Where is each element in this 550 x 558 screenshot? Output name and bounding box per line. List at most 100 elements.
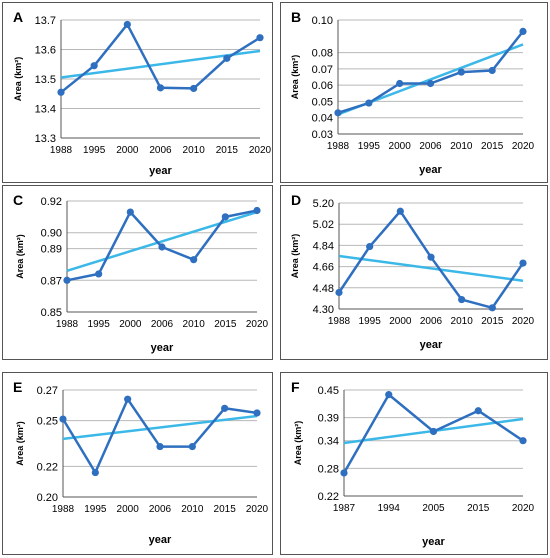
y-tick-label: 5.02 <box>313 219 334 231</box>
x-tick-label: 2000 <box>119 319 142 330</box>
panel-label: D <box>291 192 301 208</box>
y-tick-label: 13.7 <box>35 15 56 27</box>
panel-label: C <box>13 192 23 208</box>
data-point <box>57 88 65 96</box>
x-tick-label: 2000 <box>116 145 139 156</box>
y-axis-title: Area (km²) <box>293 421 303 466</box>
y-tick-label: 0.92 <box>41 196 62 208</box>
y-tick-label: 4.30 <box>313 304 334 316</box>
x-tick-label: 1988 <box>327 141 350 152</box>
data-point <box>190 84 198 93</box>
x-tick-label: 2005 <box>422 503 445 514</box>
data-point <box>366 242 374 251</box>
chart-panel-a: 13.3 13.4 13.5 13.6 13.7 1988 1995 2000 2006 2010… <box>2 2 273 183</box>
data-point <box>256 34 264 42</box>
chart-f: 0.22 0.28 0.34 0.39 0.45 1987 1994 2005 2015 2020… <box>291 379 535 548</box>
chart-panel-d: 4.30 4.48 4.66 4.84 5.02 5.20 1988 1995 2000 2006… <box>280 185 548 360</box>
x-tick-label: 2020 <box>246 504 269 515</box>
x-tick-label: 2020 <box>512 316 535 327</box>
x-tick-label: 2006 <box>149 504 172 515</box>
y-tick-label: 4.84 <box>313 240 334 252</box>
x-tick-label: 1995 <box>359 316 382 327</box>
x-tick-label: 2006 <box>149 145 172 156</box>
x-tick-label: 2010 <box>183 145 206 156</box>
data-point <box>124 395 132 403</box>
data-point <box>188 442 196 451</box>
data-point <box>474 407 482 415</box>
data-point <box>91 468 99 477</box>
y-tick-label: 0.22 <box>318 491 339 503</box>
y-tick-label: 0.45 <box>318 385 339 397</box>
y-tick-label: 0.07 <box>312 64 333 76</box>
x-axis-title: year <box>149 165 172 177</box>
y-tick-label: 0.04 <box>312 113 333 125</box>
data-point <box>340 469 348 477</box>
y-tick-label: 0.39 <box>318 413 339 425</box>
x-axis-title: year <box>419 164 442 176</box>
y-tick-label: 0.25 <box>37 416 58 428</box>
data-point <box>396 207 404 215</box>
x-tick-label: 2006 <box>420 316 443 327</box>
y-tick-label: 0.22 <box>37 461 58 473</box>
y-tick-label: 13.4 <box>35 104 56 116</box>
x-tick-label: 1995 <box>358 141 381 152</box>
data-point <box>335 288 343 297</box>
y-tick-label: 0.05 <box>312 96 333 108</box>
chart-e: 0.20 0.22 0.25 0.27 1988 1995 2000 2006 2010 2015… <box>13 379 269 546</box>
x-tick-label: 2015 <box>214 504 237 515</box>
data-point <box>156 84 165 92</box>
x-tick-label: 2000 <box>117 504 140 515</box>
y-tick-label: 0.34 <box>318 436 339 448</box>
y-axis-title: Area (km²) <box>13 57 23 102</box>
data-point <box>519 259 527 267</box>
trend-line <box>62 414 258 441</box>
chart-b: 0.03 0.04 0.05 0.06 0.07 0.08 0.10 1988 1995 2000… <box>290 9 535 176</box>
y-tick-label: 4.66 <box>313 262 334 274</box>
data-point <box>427 253 435 261</box>
data-point <box>59 415 67 423</box>
panel-label: B <box>291 9 301 25</box>
y-axis-title: Area (km²) <box>15 421 25 466</box>
y-tick-label: 4.48 <box>313 283 334 295</box>
data-point <box>385 391 393 399</box>
data-point <box>126 208 134 216</box>
y-tick-label: 13.6 <box>35 45 56 57</box>
chart-a: 13.3 13.4 13.5 13.6 13.7 1988 1995 2000 2006 2010… <box>13 9 272 177</box>
y-tick-label: 0.06 <box>312 80 333 92</box>
y-tick-label: 0.03 <box>312 129 333 141</box>
y-axis-title: Area (km²) <box>290 234 300 279</box>
x-tick-label: 2015 <box>481 316 504 327</box>
chart-panel-c: 0.85 0.87 0.89 0.90 0.92 1988 1995 2000 2006 2010… <box>2 185 273 360</box>
data-point <box>95 270 103 278</box>
x-tick-label: 2015 <box>481 141 504 152</box>
y-tick-label: 0.28 <box>318 463 339 475</box>
x-tick-label: 2020 <box>249 145 272 156</box>
x-tick-label: 2015 <box>467 503 490 514</box>
x-tick-label: 2015 <box>214 319 237 330</box>
trend-line <box>66 210 258 272</box>
y-tick-label: 0.08 <box>312 48 333 60</box>
y-tick-label: 13.5 <box>35 74 56 86</box>
chart-d: 4.30 4.48 4.66 4.84 5.02 5.20 1988 1995 2000 2006… <box>290 192 535 351</box>
data-point <box>519 437 527 445</box>
chart-panel-f: 0.22 0.28 0.34 0.39 0.45 1987 1994 2005 2015 2020… <box>280 372 548 555</box>
x-tick-label: 1988 <box>50 145 73 156</box>
data-point <box>221 213 229 221</box>
panel-label: F <box>291 379 300 395</box>
x-tick-label: 2010 <box>181 504 204 515</box>
data-point <box>156 442 164 451</box>
x-tick-label: 2015 <box>216 145 239 156</box>
y-axis-title: Area (km²) <box>15 234 25 279</box>
trend-line <box>338 254 524 282</box>
x-axis-title: year <box>149 534 172 546</box>
x-tick-label: 1994 <box>378 503 401 514</box>
x-tick-label: 1987 <box>333 503 356 514</box>
x-tick-label: 2000 <box>389 141 412 152</box>
y-tick-label: 0.87 <box>41 275 62 287</box>
x-tick-label: 1988 <box>56 319 79 330</box>
x-tick-label: 1995 <box>84 504 107 515</box>
y-tick-label: 0.85 <box>41 307 62 319</box>
chart-panel-e: 0.20 0.22 0.25 0.27 1988 1995 2000 2006 2010 2015… <box>2 372 273 555</box>
data-point <box>457 68 465 76</box>
y-tick-label: 13.3 <box>35 133 56 145</box>
